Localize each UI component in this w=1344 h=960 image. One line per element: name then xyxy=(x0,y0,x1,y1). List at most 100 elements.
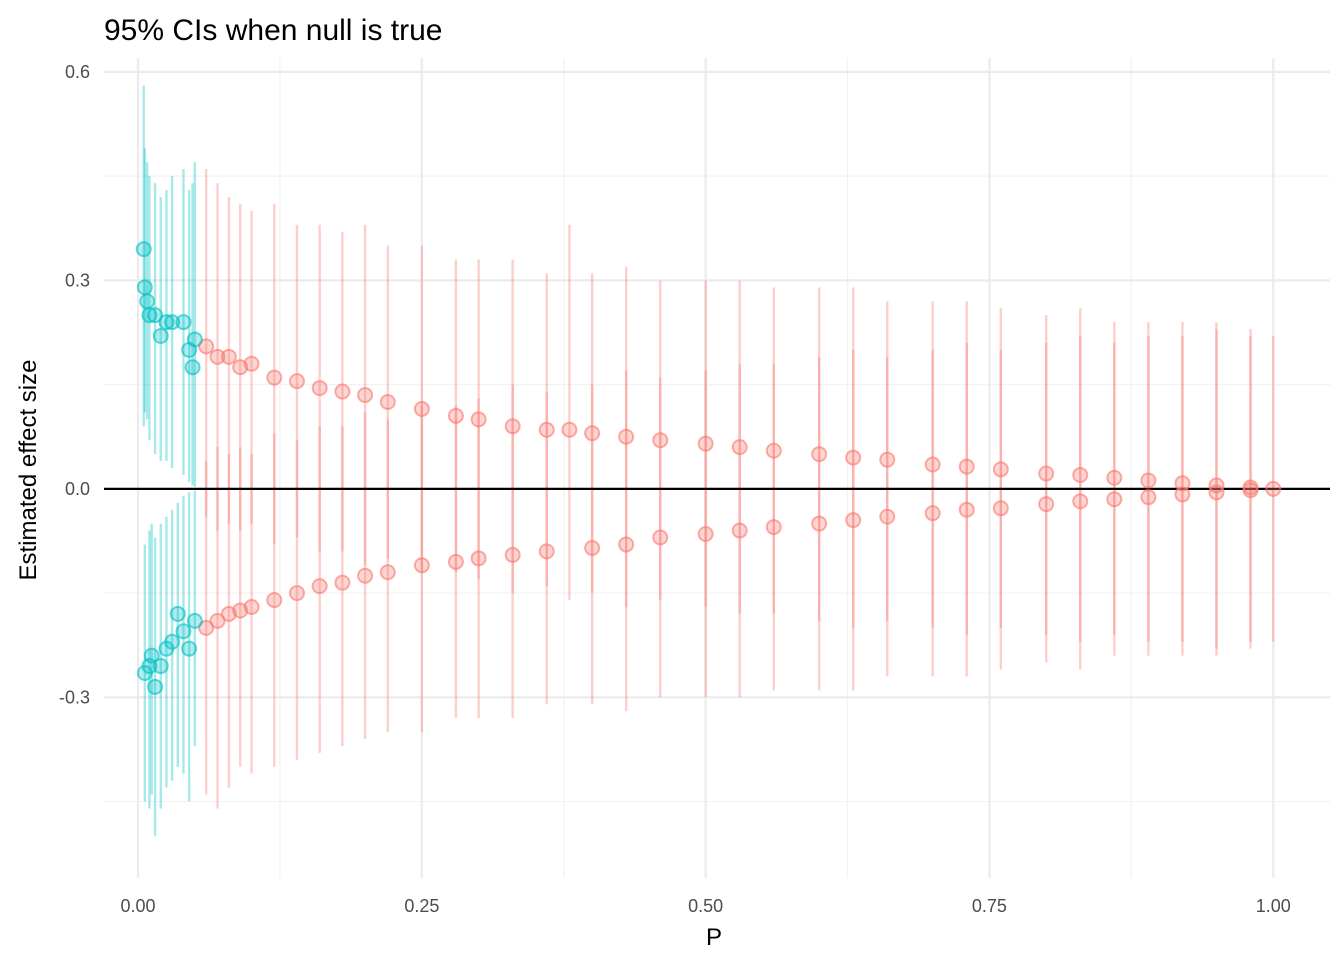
effect-point xyxy=(697,435,714,452)
effect-point xyxy=(652,432,669,449)
effect-point xyxy=(209,348,226,365)
effect-point xyxy=(288,585,305,602)
effect-point xyxy=(266,369,283,386)
effect-point xyxy=(879,451,896,468)
effect-point xyxy=(198,619,215,636)
y-tick-label: -0.3 xyxy=(59,687,90,707)
effect-point xyxy=(334,574,351,591)
effect-point xyxy=(1106,491,1123,508)
x-axis-title: P xyxy=(706,924,722,951)
effect-point xyxy=(413,400,430,417)
effect-point xyxy=(561,421,578,438)
chart-title: 95% CIs when null is true xyxy=(104,14,443,47)
effect-point xyxy=(504,546,521,563)
effect-point xyxy=(811,446,828,463)
effect-point xyxy=(186,612,203,629)
effect-point xyxy=(538,421,555,438)
effect-point xyxy=(413,557,430,574)
effect-point xyxy=(175,623,192,640)
effect-point xyxy=(379,393,396,410)
effect-point xyxy=(470,550,487,567)
effect-point xyxy=(731,439,748,456)
effect-point xyxy=(147,678,164,695)
x-axis-ticks: 0.00 0.25 0.50 0.75 1.00 xyxy=(121,896,1291,916)
effect-point xyxy=(958,501,975,518)
effect-point xyxy=(135,241,152,258)
effect-point xyxy=(1106,469,1123,486)
effect-point xyxy=(924,505,941,522)
effect-point xyxy=(152,327,169,344)
effect-point xyxy=(147,307,164,324)
effect-point xyxy=(697,526,714,543)
x-tick-label: 0.50 xyxy=(688,896,723,916)
x-tick-label: 0.75 xyxy=(972,896,1007,916)
effect-point xyxy=(447,553,464,570)
effect-point xyxy=(243,598,260,615)
effect-point xyxy=(266,592,283,609)
effect-point xyxy=(152,658,169,675)
effect-point xyxy=(765,519,782,536)
effect-point xyxy=(845,449,862,466)
effect-point xyxy=(334,383,351,400)
effect-point xyxy=(1140,489,1157,506)
y-axis-title: Estimated effect size xyxy=(15,360,42,581)
point-estimates xyxy=(135,241,1282,695)
y-axis-ticks: -0.3 0.0 0.3 0.6 xyxy=(59,62,90,707)
effect-point xyxy=(209,612,226,629)
effect-point xyxy=(845,512,862,529)
effect-point xyxy=(538,543,555,560)
effect-point xyxy=(184,359,201,376)
effect-point xyxy=(164,633,181,650)
effect-point xyxy=(379,564,396,581)
effect-point xyxy=(136,279,153,296)
effect-point xyxy=(158,314,175,331)
effect-point xyxy=(584,539,601,556)
effect-point xyxy=(198,338,215,355)
effect-point xyxy=(879,508,896,525)
plot-grid xyxy=(104,58,1330,878)
effect-point xyxy=(311,578,328,595)
effect-point xyxy=(1265,480,1282,497)
effect-point xyxy=(1038,496,1055,513)
effect-point xyxy=(169,605,186,622)
ci-bars xyxy=(142,85,1275,837)
effect-point xyxy=(447,407,464,424)
effect-point xyxy=(175,314,192,331)
effect-point xyxy=(139,293,156,310)
effect-point xyxy=(220,348,237,365)
effect-point xyxy=(765,442,782,459)
effect-point xyxy=(1140,472,1157,489)
effect-point xyxy=(958,458,975,475)
effect-point xyxy=(311,380,328,397)
x-tick-label: 1.00 xyxy=(1256,896,1291,916)
effect-point xyxy=(618,536,635,553)
effect-point xyxy=(1072,466,1089,483)
y-tick-label: 0.3 xyxy=(65,270,90,290)
effect-point xyxy=(504,418,521,435)
effect-point xyxy=(1038,465,1055,482)
x-tick-label: 0.00 xyxy=(121,896,156,916)
effect-point xyxy=(992,500,1009,517)
effect-point xyxy=(584,425,601,442)
x-tick-label: 0.25 xyxy=(404,896,439,916)
effect-point xyxy=(243,355,260,372)
effect-point xyxy=(357,387,374,404)
y-tick-label: 0.0 xyxy=(65,479,90,499)
effect-point xyxy=(1072,493,1089,510)
effect-point xyxy=(1174,475,1191,492)
effect-point xyxy=(164,314,181,331)
effect-point xyxy=(357,567,374,584)
effect-point xyxy=(652,529,669,546)
effect-point xyxy=(618,428,635,445)
effect-point xyxy=(811,515,828,532)
y-tick-label: 0.6 xyxy=(65,62,90,82)
effect-point xyxy=(186,331,203,348)
effect-point xyxy=(1174,486,1191,503)
effect-point xyxy=(731,522,748,539)
effect-point xyxy=(288,373,305,390)
effect-point xyxy=(143,647,160,664)
effect-point xyxy=(141,307,158,324)
effect-point xyxy=(181,640,198,657)
effect-point xyxy=(924,456,941,473)
